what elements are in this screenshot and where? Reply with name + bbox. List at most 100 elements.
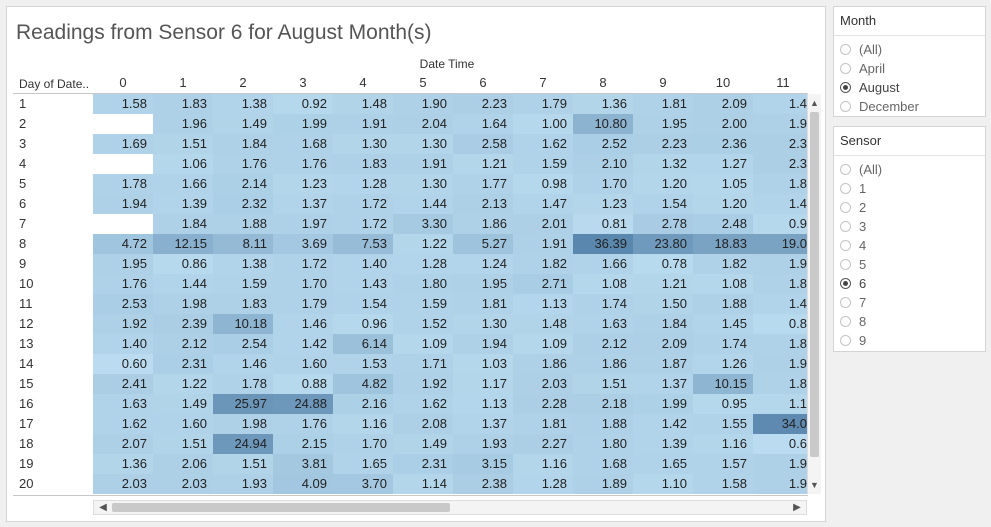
heatmap-cell[interactable]: 1.9: [753, 454, 807, 474]
heatmap-cell[interactable]: 2.12: [573, 334, 633, 354]
heatmap-cell[interactable]: 2.16: [333, 394, 393, 414]
sensor-option[interactable]: 7: [840, 293, 866, 312]
heatmap-cell[interactable]: 2.41: [93, 374, 153, 394]
heatmap-cell[interactable]: 1.90: [393, 94, 453, 114]
row-header[interactable]: 20: [19, 476, 34, 491]
heatmap-cell[interactable]: 1.08: [693, 274, 753, 294]
heatmap-cell[interactable]: 1.91: [333, 114, 393, 134]
heatmap-cell[interactable]: 1.23: [573, 194, 633, 214]
heatmap-cell[interactable]: 1.84: [213, 134, 273, 154]
heatmap-cell[interactable]: 1.30: [333, 134, 393, 154]
sensor-option[interactable]: (All): [840, 160, 882, 179]
heatmap-cell[interactable]: 1.66: [153, 174, 213, 194]
heatmap-cell[interactable]: 2.01: [513, 214, 573, 234]
heatmap-cell[interactable]: 1.4: [753, 94, 807, 114]
radio-icon[interactable]: [840, 202, 851, 213]
heatmap-cell[interactable]: 1.96: [153, 114, 213, 134]
heatmap-cell[interactable]: 1.21: [633, 274, 693, 294]
radio-icon[interactable]: [840, 101, 851, 112]
radio-icon[interactable]: [840, 44, 851, 55]
radio-icon[interactable]: [840, 259, 851, 270]
heatmap-cell[interactable]: 10.15: [693, 374, 753, 394]
heatmap-cell[interactable]: 1.93: [213, 474, 273, 494]
heatmap-cell[interactable]: 4.82: [333, 374, 393, 394]
heatmap-cell[interactable]: 24.94: [213, 434, 273, 454]
column-header[interactable]: 11: [776, 75, 790, 90]
heatmap-cell[interactable]: 18.83: [693, 234, 753, 254]
row-axis-title[interactable]: Day of Date..: [19, 77, 90, 91]
heatmap-cell[interactable]: 1.42: [633, 414, 693, 434]
column-header[interactable]: 5: [419, 75, 427, 90]
heatmap-cell[interactable]: 1.13: [513, 294, 573, 314]
column-header[interactable]: 9: [659, 75, 667, 90]
heatmap-cell[interactable]: 1.46: [273, 314, 333, 334]
column-header[interactable]: 1: [179, 75, 187, 90]
row-header[interactable]: 19: [19, 456, 34, 471]
chevron-up-icon[interactable]: ▲: [810, 98, 819, 108]
heatmap-cell[interactable]: 1.47: [513, 194, 573, 214]
heatmap-cell[interactable]: 8.11: [213, 234, 273, 254]
heatmap-cell[interactable]: 1.40: [93, 334, 153, 354]
heatmap-cell[interactable]: 1.70: [573, 174, 633, 194]
heatmap-cell[interactable]: 1.9: [753, 114, 807, 134]
heatmap-cell[interactable]: 1.86: [513, 354, 573, 374]
heatmap-cell[interactable]: 1.37: [633, 374, 693, 394]
row-header[interactable]: 15: [19, 376, 34, 391]
heatmap-cell[interactable]: 3.70: [333, 474, 393, 494]
heatmap-cell[interactable]: 1.91: [513, 234, 573, 254]
heatmap-cell[interactable]: 1.88: [213, 214, 273, 234]
heatmap-cell[interactable]: 1.63: [93, 394, 153, 414]
heatmap-cell[interactable]: 1.79: [273, 294, 333, 314]
heatmap-cell[interactable]: 0.86: [153, 254, 213, 274]
heatmap-cell[interactable]: 0.60: [93, 354, 153, 374]
column-header[interactable]: 6: [479, 75, 487, 90]
heatmap-cell[interactable]: 1.53: [333, 354, 393, 374]
column-header[interactable]: 4: [359, 75, 367, 90]
heatmap-cell[interactable]: 1.20: [693, 194, 753, 214]
heatmap-cell[interactable]: 1.66: [573, 254, 633, 274]
heatmap-cell[interactable]: 1.30: [393, 174, 453, 194]
heatmap-cell[interactable]: 1.64: [453, 114, 513, 134]
heatmap-cell[interactable]: 2.03: [153, 474, 213, 494]
heatmap-cell[interactable]: 1.10: [633, 474, 693, 494]
heatmap-cell[interactable]: 0.81: [573, 214, 633, 234]
heatmap-cell[interactable]: 1.39: [633, 434, 693, 454]
heatmap-cell[interactable]: 1.94: [453, 334, 513, 354]
heatmap-cell[interactable]: 1.93: [453, 434, 513, 454]
heatmap-cell[interactable]: 1.59: [213, 274, 273, 294]
heatmap-cell[interactable]: 1.76: [213, 154, 273, 174]
heatmap-cell[interactable]: 1.20: [633, 174, 693, 194]
heatmap-cell[interactable]: 1.69: [93, 134, 153, 154]
heatmap-cell[interactable]: [93, 114, 153, 134]
row-header[interactable]: 2: [19, 116, 27, 131]
heatmap-cell[interactable]: 1.8: [753, 334, 807, 354]
row-header[interactable]: 12: [19, 316, 34, 331]
heatmap-cell[interactable]: 1.65: [633, 454, 693, 474]
radio-icon[interactable]: [840, 335, 851, 346]
heatmap-cell[interactable]: 1.89: [573, 474, 633, 494]
vertical-scrollbar[interactable]: ▲ ▼: [807, 94, 821, 494]
sensor-option[interactable]: 3: [840, 217, 866, 236]
heatmap-cell[interactable]: 2.09: [633, 334, 693, 354]
chevron-down-icon[interactable]: ▼: [810, 480, 819, 490]
row-header[interactable]: 1: [19, 96, 27, 111]
heatmap-cell[interactable]: 1.26: [693, 354, 753, 374]
sensor-option[interactable]: 4: [840, 236, 866, 255]
heatmap-cell[interactable]: 1.4: [753, 294, 807, 314]
heatmap-cell[interactable]: 1.92: [393, 374, 453, 394]
row-header[interactable]: 3: [19, 136, 27, 151]
heatmap-cell[interactable]: 1.70: [273, 274, 333, 294]
row-header[interactable]: 9: [19, 256, 27, 271]
heatmap-cell[interactable]: 1.49: [213, 114, 273, 134]
heatmap-cell[interactable]: 1.30: [393, 134, 453, 154]
heatmap-cell[interactable]: 1.28: [513, 474, 573, 494]
column-header[interactable]: 8: [599, 75, 607, 90]
month-option[interactable]: December: [840, 97, 919, 116]
heatmap-cell[interactable]: 1.97: [273, 214, 333, 234]
heatmap-cell[interactable]: 1.24: [453, 254, 513, 274]
heatmap-grid[interactable]: 1.58 1.83 1.38 0.92 1.48 1.90 2.23 1.79 1.36 1.81…: [93, 94, 807, 494]
heatmap-cell[interactable]: 1.79: [513, 94, 573, 114]
heatmap-cell[interactable]: 1.81: [633, 94, 693, 114]
heatmap-cell[interactable]: 3.69: [273, 234, 333, 254]
radio-icon[interactable]: [840, 297, 851, 308]
